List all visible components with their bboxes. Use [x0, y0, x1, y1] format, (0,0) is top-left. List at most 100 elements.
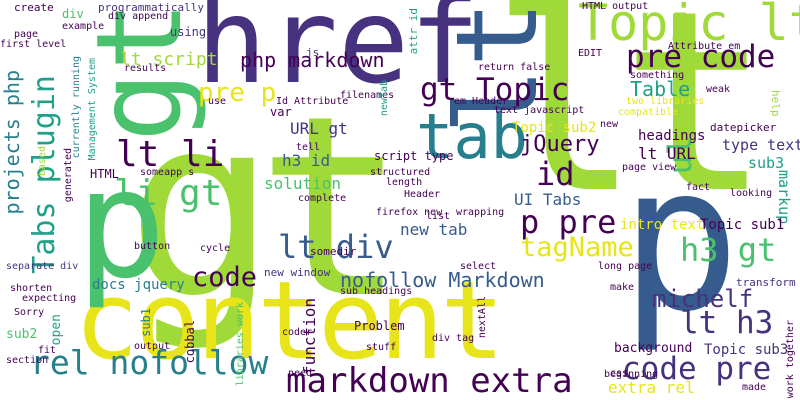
- word-pre-p: pre p: [198, 78, 277, 108]
- word-cobbal: cobbal: [183, 320, 197, 364]
- word-sub1: sub1: [139, 308, 153, 337]
- word-something: something: [630, 70, 685, 81]
- word-h3-gt: h3 gt: [680, 231, 777, 269]
- word-table: Table: [630, 77, 691, 101]
- word-headings: headings: [638, 128, 706, 144]
- word-use: use: [208, 96, 227, 107]
- word-libraries-work: libraries work: [235, 302, 246, 387]
- word-text-javascript: text javascript: [494, 105, 585, 116]
- word-code: code: [192, 262, 258, 293]
- word-script-type: script type: [374, 149, 454, 163]
- word-sub-headings: sub headings: [340, 286, 413, 297]
- word-div-append: div append: [108, 11, 169, 22]
- word-output: output: [134, 341, 171, 352]
- word-based: based: [37, 146, 48, 177]
- word-h3-id: h3 id: [282, 151, 331, 170]
- word-li-gt: li gt: [114, 173, 223, 214]
- word-compatible: compatible: [618, 107, 679, 118]
- word-css: css: [610, 368, 629, 379]
- word-wrapping: wrapping: [456, 207, 505, 218]
- word-length: length: [386, 177, 423, 188]
- word-example: example: [62, 21, 105, 32]
- word-two-libraries: two libraries: [626, 96, 705, 107]
- word-html-output: HTML output: [582, 1, 649, 12]
- word-markdown-extra: markdown extra: [286, 361, 573, 400]
- word-somedir: somedir: [310, 245, 357, 258]
- word-nofollow-markdown: nofollow Markdown: [340, 268, 545, 292]
- word-button: button: [134, 241, 171, 252]
- word-rel-nofollow: rel nofollow: [30, 343, 269, 382]
- word-new-window: new window: [264, 266, 331, 279]
- word-sub3: sub3: [748, 154, 785, 172]
- word-beginning: beginning: [604, 369, 659, 380]
- word-lt: lt: [490, 0, 771, 248]
- word-coder: coder: [282, 327, 313, 338]
- word-open: open: [49, 314, 64, 346]
- word-tell: tell: [296, 142, 321, 153]
- word-attr-id: attr id: [407, 8, 420, 55]
- word-gt-topic: gt Topic: [420, 72, 570, 108]
- word-firefox-new: firefox new: [376, 207, 443, 218]
- word-sorry: Sorry: [14, 307, 45, 318]
- word-programmatically: programmatically: [98, 1, 204, 14]
- word-js: js: [306, 46, 320, 59]
- word-problem: Problem: [354, 319, 405, 333]
- word-topic-sub3: Topic sub3: [704, 342, 789, 358]
- word-list: list: [426, 211, 451, 222]
- word-php-markdown: php markdown: [240, 48, 385, 72]
- word-weak: weak: [706, 84, 731, 95]
- word-p-green: p: [76, 138, 167, 312]
- word-p-pre: p pre: [520, 203, 617, 241]
- word-transform: transform: [736, 276, 796, 289]
- word-edit: EDIT: [578, 48, 603, 59]
- word-p-blue: p: [620, 123, 741, 356]
- word-return-false: return false: [478, 62, 551, 73]
- word-filenames: filenames: [340, 90, 395, 101]
- word-tagname: tagName: [520, 232, 634, 263]
- word-background: background: [614, 341, 693, 356]
- word-code-pre: code pre: [622, 351, 772, 387]
- word-fact: fact: [686, 182, 711, 193]
- word-someapp-s: someapp s: [140, 167, 195, 178]
- word-first-level: first level: [0, 39, 67, 50]
- word-attribute-em: Attribute em: [668, 41, 741, 52]
- word-fit: fit: [38, 345, 57, 356]
- word-div: div: [62, 7, 84, 21]
- word-ui-tabs: UI Tabs: [514, 190, 582, 209]
- word-content: content: [74, 259, 505, 384]
- word-sub2: sub2: [6, 327, 38, 342]
- word-new: new: [600, 119, 619, 130]
- word-id-attribute: Id Attribute: [276, 96, 349, 107]
- word-expecting: expecting: [22, 293, 77, 304]
- word-nextall: nextAll: [477, 296, 488, 339]
- word-page: page: [14, 29, 39, 40]
- word-extra-rel: extra rel: [608, 378, 695, 397]
- word-pre-code: pre code: [626, 39, 776, 75]
- word-management-system: Management System: [87, 58, 98, 161]
- word-create: create: [14, 1, 54, 14]
- word-href: href: [196, 0, 481, 110]
- word-make: make: [610, 282, 635, 293]
- word-shorten: shorten: [10, 283, 53, 294]
- word-results: results: [124, 63, 167, 74]
- word-complete: complete: [298, 193, 347, 204]
- word-need: need: [288, 368, 313, 379]
- word-docs-jquery: docs jquery: [92, 277, 185, 293]
- word-cycle: cycle: [200, 243, 231, 254]
- word-section: section: [6, 355, 49, 366]
- word-var: var: [270, 105, 292, 119]
- word-work-together: work together: [785, 320, 796, 399]
- word-div-tag: div tag: [432, 333, 475, 344]
- word-projects-php: projects php: [0, 70, 24, 215]
- word-lt-li: lt li: [116, 134, 225, 175]
- word-lt-script: lt script: [120, 49, 218, 70]
- word-michelf: michelf: [652, 285, 754, 313]
- word-lt-h3: lt h3: [680, 305, 774, 341]
- word-em-header: em Header: [454, 96, 509, 107]
- word-topic-sub2: Topic sub2: [512, 120, 597, 136]
- word-markup: markup: [775, 170, 793, 225]
- word-separate-div: separate div: [6, 261, 79, 272]
- word-lt-div: lt div: [278, 228, 394, 266]
- word-html: HTML: [90, 167, 119, 181]
